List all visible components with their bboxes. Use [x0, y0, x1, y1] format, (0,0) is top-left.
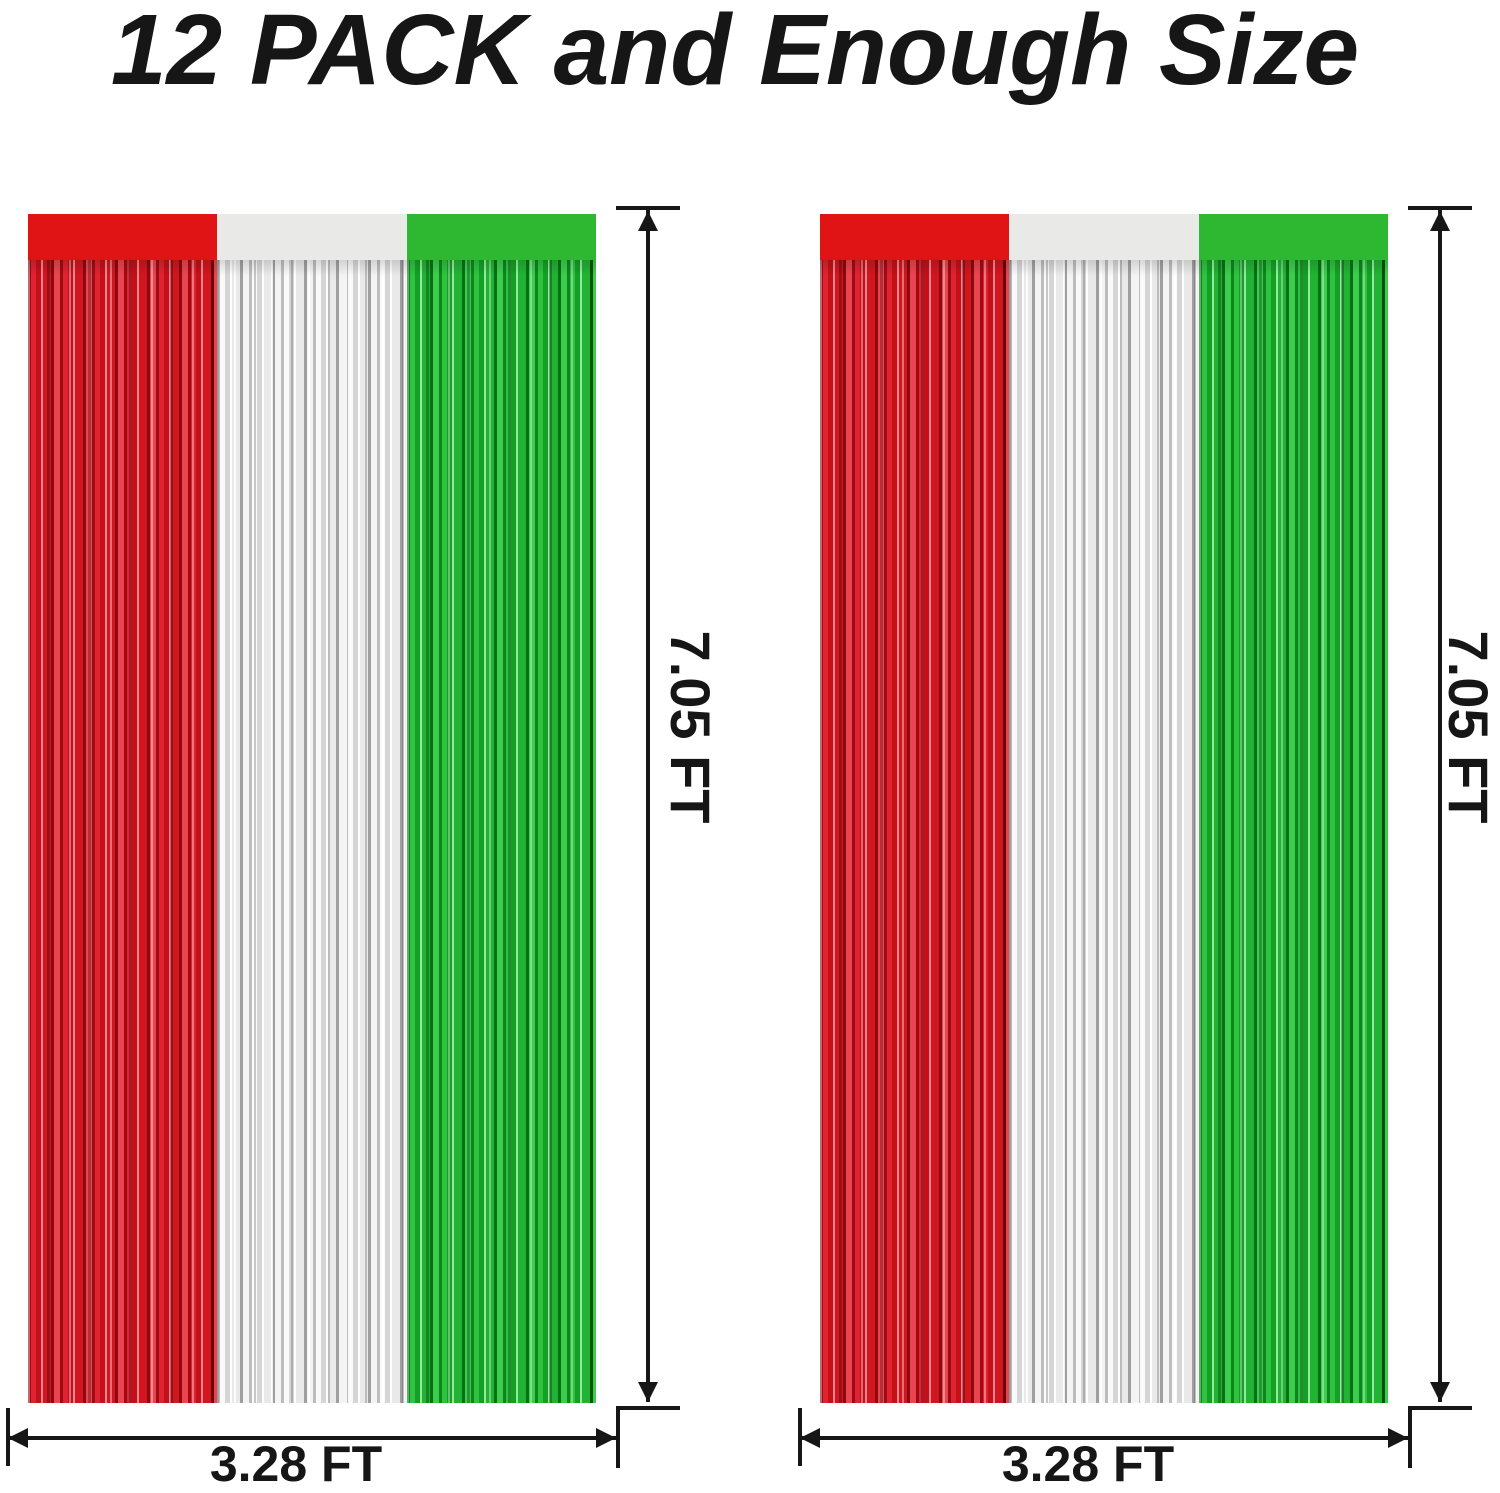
left-arrowhead-icon [8, 1428, 28, 1448]
height-top-extension-line [616, 206, 680, 210]
curtain-fringe-green [406, 260, 597, 1403]
curtain-header-green [406, 214, 596, 260]
up-arrowhead-icon [638, 211, 658, 231]
curtain-header-red [820, 214, 1010, 260]
height-bottom-extension-line [1408, 1406, 1472, 1410]
height-bottom-extension-line [616, 1406, 680, 1410]
curtain-fringe-red [820, 260, 1010, 1403]
height-top-extension-line [1408, 206, 1472, 210]
height-dimension-line [646, 210, 650, 1402]
height-dimension-line [1438, 210, 1442, 1402]
down-arrowhead-icon [638, 1382, 658, 1402]
curtain-header-red [28, 214, 218, 260]
width-label: 3.28 FT [1001, 1436, 1175, 1492]
curtain-header-green [1198, 214, 1388, 260]
curtain-header-silver [1009, 214, 1199, 260]
curtain-column-silver [1009, 214, 1199, 1403]
right-arrowhead-icon [596, 1428, 616, 1448]
curtain-fringe-silver [1009, 260, 1199, 1403]
curtain-fringe-red [28, 260, 218, 1403]
curtain-header-silver [217, 214, 407, 260]
fringe-curtain [820, 214, 1389, 1403]
curtain-fringe-green [1198, 260, 1389, 1403]
curtain-panel-right: 7.05 FT 3.28 FT [798, 0, 1500, 1493]
right-arrowhead-icon [1388, 1428, 1408, 1448]
up-arrowhead-icon [1430, 211, 1450, 231]
height-label: 7.05 FT [659, 630, 722, 824]
width-label: 3.28 FT [209, 1436, 383, 1492]
curtain-column-green [406, 214, 597, 1403]
page-title: 12 PACK and Enough Size [110, 0, 1360, 106]
left-arrowhead-icon [800, 1428, 820, 1448]
width-dimension-line [8, 1436, 616, 1440]
width-dimension-line [800, 1436, 1408, 1440]
curtain-column-red [28, 214, 218, 1403]
width-right-extension-line [616, 1406, 620, 1468]
width-right-extension-line [1408, 1406, 1412, 1468]
fringe-curtain [28, 214, 597, 1403]
down-arrowhead-icon [1430, 1382, 1450, 1402]
curtain-panel-left: 7.05 FT 3.28 FT [6, 0, 726, 1493]
curtain-column-green [1198, 214, 1389, 1403]
curtain-column-red [820, 214, 1010, 1403]
curtain-fringe-silver [217, 260, 407, 1403]
height-label: 7.05 FT [1437, 630, 1500, 824]
curtain-column-silver [217, 214, 407, 1403]
